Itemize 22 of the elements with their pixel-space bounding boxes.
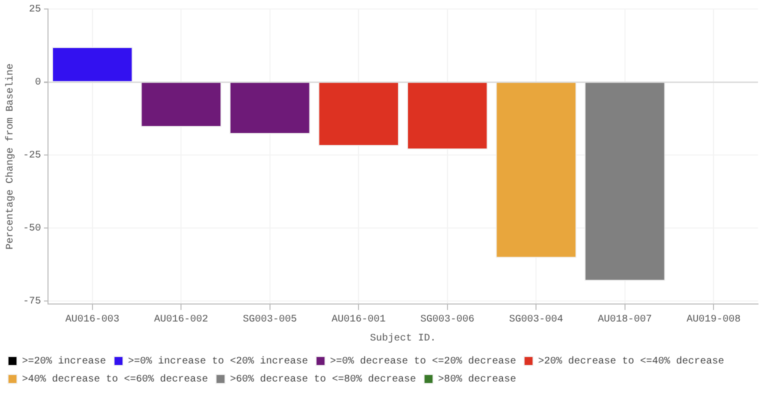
y-tick-label: -25 — [22, 150, 42, 162]
legend-label: >=20% increase — [22, 356, 106, 368]
legend-label: >20% decrease to <=40% decrease — [538, 356, 724, 368]
y-tick-label: -75 — [22, 296, 42, 308]
y-tick-label: -50 — [22, 224, 42, 235]
y-tick-label: 0 — [34, 78, 42, 89]
x-axis-title: Subject ID. — [370, 332, 436, 345]
y-tick-label: 25 — [28, 4, 42, 16]
x-tick-label: SG003-005 — [242, 314, 297, 326]
x-tick-label: AU016-003 — [65, 314, 120, 326]
legend-label: >80% decrease — [438, 374, 516, 386]
x-tick-label: SG003-006 — [420, 314, 474, 326]
x-tick-label: SG003-004 — [509, 314, 564, 326]
legend-label: >60% decrease to <=80% decrease — [230, 374, 416, 386]
y-axis-title: Percentage Change from Baseline — [4, 63, 17, 250]
x-tick-label: AU016-002 — [154, 314, 208, 326]
legend-label: >=0% decrease to <=20% decrease — [330, 356, 516, 368]
legend-label: >=0% increase to <20% increase — [128, 356, 308, 368]
x-tick-label: AU016-001 — [332, 314, 386, 326]
x-tick-label: AU018-007 — [598, 314, 652, 326]
x-tick-label: AU019-008 — [686, 314, 741, 326]
legend-label: >40% decrease to <=60% decrease — [22, 374, 208, 386]
